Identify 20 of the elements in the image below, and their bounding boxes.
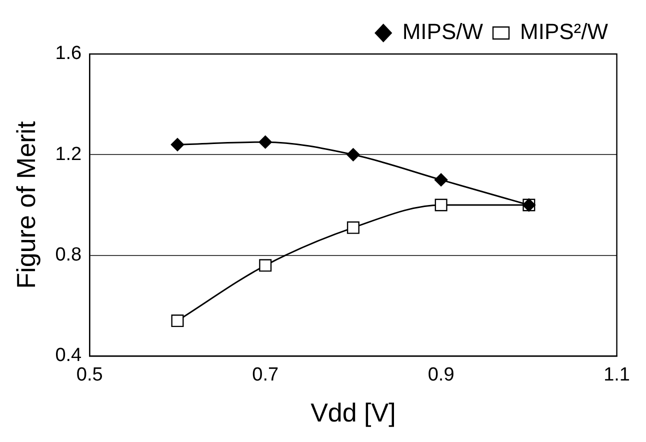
legend-label: MIPS/W: [402, 19, 484, 44]
point: [434, 198, 448, 212]
x-tick-label: 0.7: [252, 364, 279, 386]
y-tick-label: 0.4: [55, 345, 82, 366]
point: [346, 221, 360, 234]
point: [346, 148, 360, 162]
point: [258, 135, 272, 149]
legend-label: MIPS²/W: [520, 19, 608, 44]
x-tick-label: 0.5: [76, 364, 103, 386]
x-tick-label: 1.1: [604, 364, 630, 386]
point: [434, 173, 448, 186]
y-tick-label: 1.6: [55, 43, 82, 64]
x-axis-title: Vdd [V]: [310, 398, 396, 428]
point: [259, 259, 272, 272]
x-tick-label: 0.9: [428, 364, 454, 386]
y-tick-label: 1.2: [55, 144, 82, 165]
y-axis-title: Figure of Merit: [10, 120, 41, 289]
point: [170, 138, 184, 152]
y-tick-label: 0.8: [55, 244, 82, 266]
point: [171, 314, 184, 328]
